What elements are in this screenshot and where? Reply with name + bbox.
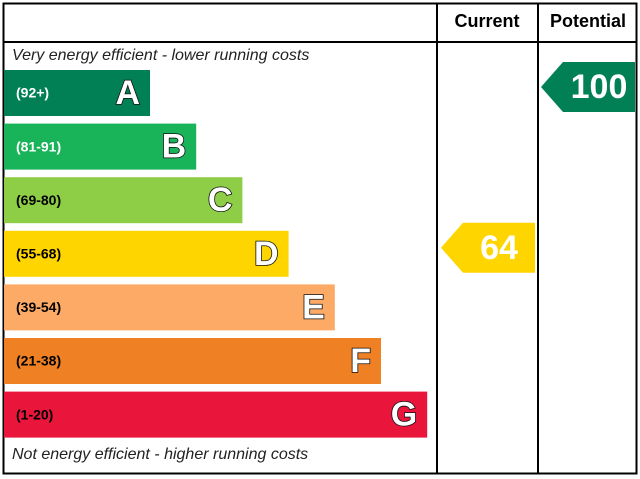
- band-bar: [4, 123, 197, 170]
- potential-arrow: [541, 62, 635, 112]
- band-bar: [4, 391, 428, 438]
- current-value: 64: [480, 229, 518, 267]
- band-range: (92+): [16, 85, 49, 101]
- band-range: (55-68): [16, 246, 61, 262]
- potential-header: Potential: [550, 11, 626, 31]
- band-letter: B: [162, 128, 187, 166]
- bottom-note: Not energy efficient - higher running co…: [12, 446, 308, 463]
- band-range: (21-38): [16, 353, 61, 369]
- band-bar: [4, 284, 335, 331]
- band-letter: A: [115, 74, 140, 112]
- band-range: (69-80): [16, 192, 61, 208]
- current-header: Current: [454, 11, 519, 31]
- band-bar: [4, 230, 289, 277]
- band-bar: [4, 338, 381, 384]
- potential-value: 100: [571, 68, 628, 106]
- band-letter: C: [208, 181, 233, 219]
- band-range: (1-20): [16, 406, 53, 422]
- band-letter: E: [302, 288, 325, 326]
- band-bar: [4, 177, 243, 224]
- band-letter: D: [254, 235, 279, 273]
- band-range: (39-54): [16, 299, 61, 315]
- band-range: (81-91): [16, 138, 61, 154]
- band-bar: [4, 70, 150, 116]
- top-note: Very energy efficient - lower running co…: [12, 47, 309, 64]
- current-arrow: [441, 222, 535, 273]
- band-letter: G: [391, 396, 417, 434]
- band-letter: F: [350, 342, 371, 380]
